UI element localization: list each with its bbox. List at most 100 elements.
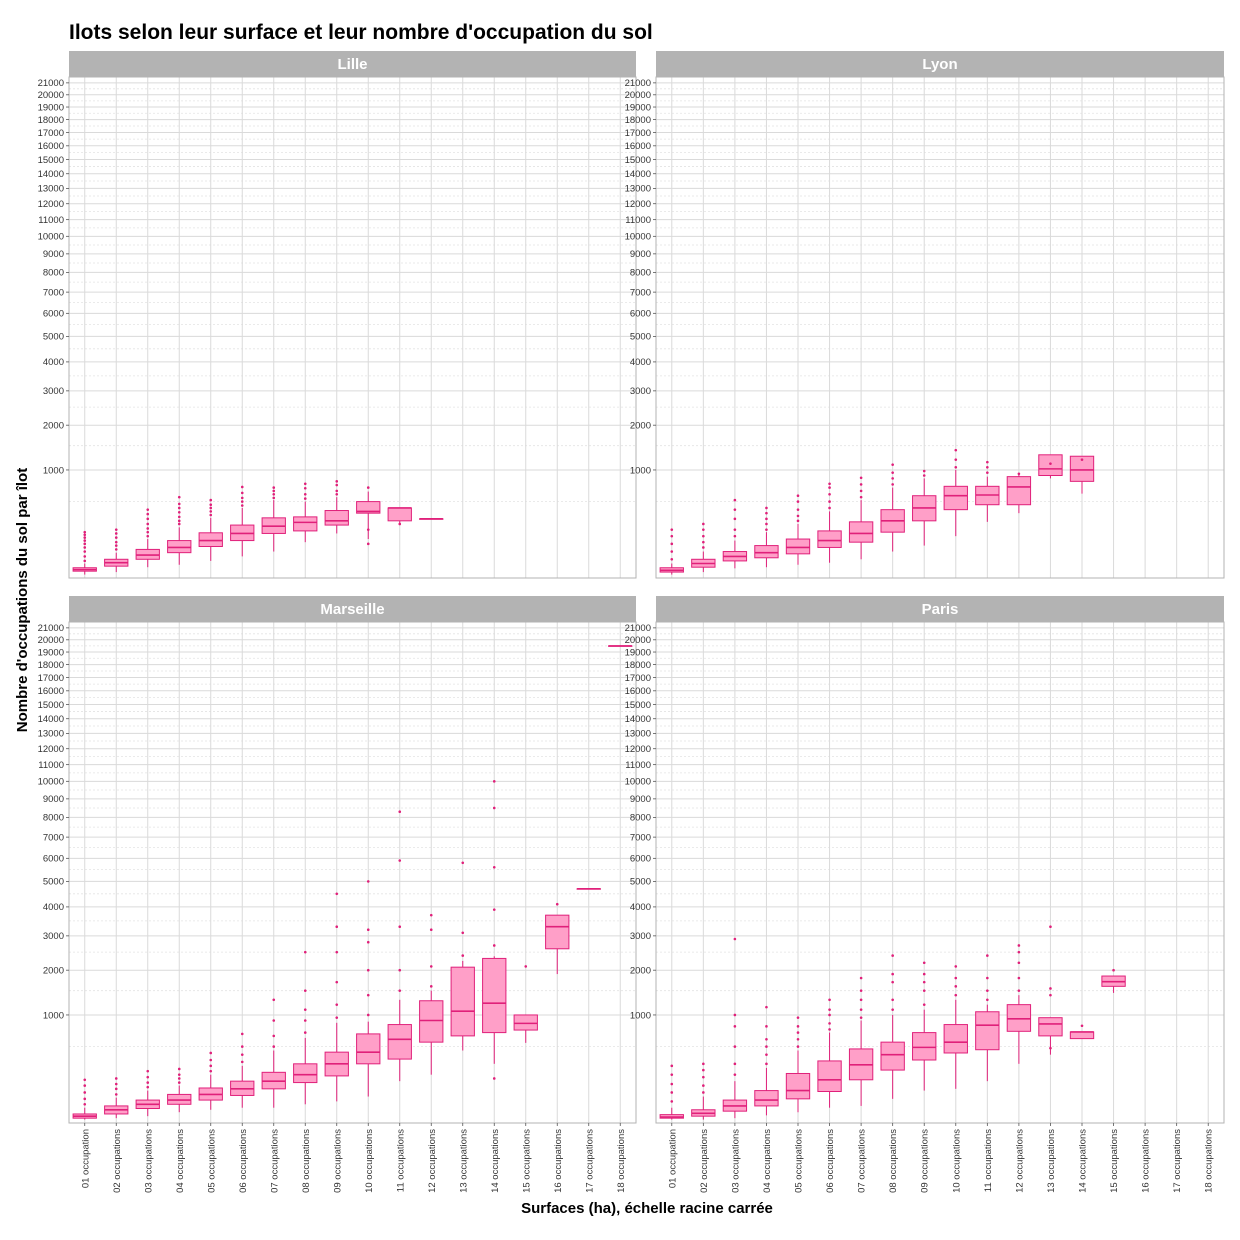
y-tick-label: 9000	[43, 794, 64, 805]
outlier-point	[83, 530, 87, 534]
y-tick-label: 10000	[38, 232, 64, 243]
box-iqr	[880, 1041, 905, 1071]
outlier-point	[828, 500, 831, 503]
box-iqr	[1006, 476, 1032, 506]
box-iqr	[387, 507, 412, 522]
outlier-point	[828, 1013, 831, 1017]
outlier-point	[702, 546, 705, 549]
x-tick-label: 03 occupations	[730, 1129, 741, 1193]
box-lille-5	[198, 498, 223, 561]
outlier-point	[1017, 944, 1021, 947]
y-tick-label: 3000	[43, 386, 64, 397]
y-tick-label: 10000	[38, 777, 64, 788]
outlier-point	[146, 527, 150, 530]
outlier-point	[303, 493, 307, 496]
outlier-point	[83, 542, 87, 546]
outlier-point	[272, 1034, 276, 1038]
outlier-point	[986, 954, 989, 957]
box-iqr	[324, 510, 349, 526]
y-tick-label: 13000	[625, 729, 651, 740]
outlier-point	[83, 1084, 87, 1087]
y-tick-label: 16000	[38, 686, 64, 697]
x-tick-label: 06 occupations	[238, 1129, 249, 1193]
outlier-point	[83, 536, 87, 539]
outlier-point	[859, 495, 863, 499]
facet-strip-lyon	[656, 51, 1224, 77]
outlier-point	[670, 1064, 674, 1068]
outlier-point	[954, 985, 958, 988]
outlier-point	[1017, 961, 1021, 965]
outlier-point	[891, 980, 894, 984]
y-tick-label: 11000	[625, 215, 651, 226]
outlier-point	[765, 511, 768, 515]
outlier-point	[429, 928, 433, 932]
outlier-point	[209, 1058, 213, 1062]
outlier-point	[398, 989, 402, 992]
x-axis-title: Surfaces (ha), échelle racine carrée	[521, 1200, 773, 1217]
outlier-point	[954, 458, 958, 461]
outlier-point	[114, 1087, 118, 1091]
outlier-point	[209, 506, 213, 510]
outlier-point	[272, 998, 276, 1002]
x-tick-label: 09 occupations	[332, 1129, 343, 1193]
facet-strip-marseille	[69, 596, 636, 622]
x-tick-label: 17 occupations	[584, 1129, 595, 1193]
outlier-point	[240, 1032, 244, 1036]
outlier-point	[272, 1045, 276, 1048]
box-lille-7	[261, 486, 286, 552]
y-tick-label: 11000	[625, 760, 651, 771]
box-lille-4	[167, 495, 192, 565]
outlier-point	[177, 1073, 181, 1076]
outlier-point	[796, 514, 800, 518]
facet-strip-lille	[69, 51, 636, 77]
outlier-point	[303, 1019, 307, 1022]
box-iqr	[754, 545, 779, 559]
box-lyon-10	[943, 448, 968, 537]
outlier-point	[335, 1016, 339, 1019]
outlier-point	[272, 493, 276, 496]
outlier-point	[240, 504, 244, 507]
outlier-point	[146, 1075, 150, 1079]
x-tick-label: 07 occupations	[857, 1129, 868, 1193]
y-tick-label: 18000	[38, 115, 64, 126]
box-iqr	[450, 966, 475, 1037]
box-iqr	[1006, 1004, 1032, 1032]
facet-lyon: Lyon 1000 2000 3000 4000 5000 6000 7000 8000 9000…	[625, 51, 1225, 579]
outlier-point	[83, 539, 87, 542]
outlier-point	[796, 508, 800, 511]
x-tick-label: 10 occupations	[951, 1129, 962, 1193]
box-iqr	[1038, 454, 1063, 476]
y-tick-label: 4000	[630, 902, 651, 913]
outlier-point	[209, 1051, 213, 1055]
outlier-point	[765, 1038, 768, 1041]
outlier-point	[240, 1060, 244, 1064]
box-marseille-10	[356, 880, 381, 1097]
outlier-point	[828, 482, 831, 486]
x-tick-label: 13 occupations	[458, 1129, 469, 1193]
outlier-point	[702, 534, 705, 538]
box-iqr	[545, 914, 570, 950]
outlier-point	[366, 486, 370, 489]
outlier-point	[398, 522, 402, 526]
outlier-point	[859, 1016, 863, 1019]
outlier-point	[492, 806, 496, 810]
box-lyon-7	[848, 476, 874, 560]
x-tick-label: 15 occupations	[1109, 1129, 1120, 1193]
outlier-point	[335, 892, 339, 896]
outlier-point	[303, 1008, 307, 1011]
y-tick-label: 17000	[38, 128, 64, 139]
y-tick-label: 14000	[38, 714, 64, 725]
outlier-point	[177, 502, 181, 506]
outlier-point	[177, 519, 181, 523]
outlier-point	[240, 1045, 244, 1048]
box-lille-8	[293, 482, 318, 543]
y-axis-title: Nombre d'occupations du sol par îlot	[14, 468, 31, 732]
outlier-point	[859, 483, 863, 486]
x-tick-label: 11 occupations	[395, 1129, 406, 1192]
box-marseille-18	[608, 645, 633, 647]
outlier-point	[859, 998, 863, 1002]
y-tick-label: 3000	[43, 931, 64, 942]
outlier-point	[1017, 989, 1021, 992]
box-lille-2	[104, 528, 129, 573]
outlier-point	[146, 512, 150, 516]
